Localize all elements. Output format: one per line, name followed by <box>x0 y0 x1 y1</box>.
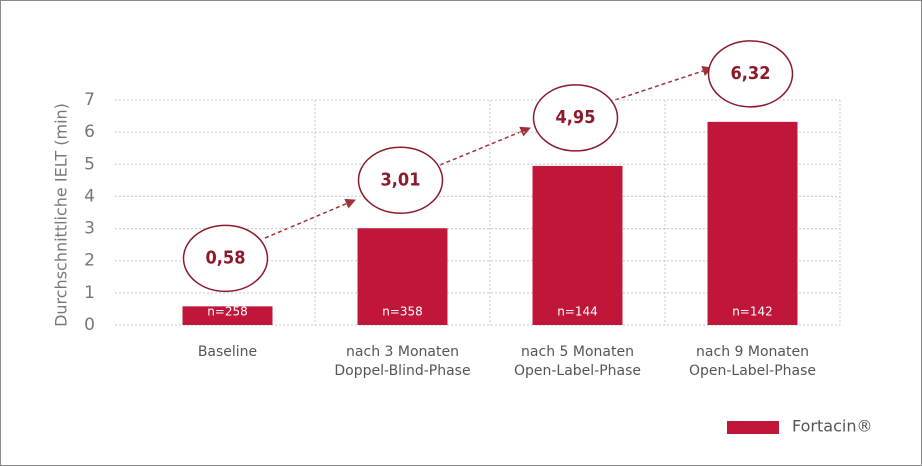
value-label: 0,58 <box>206 247 246 268</box>
value-callout <box>707 40 794 108</box>
x-tick-label: Baseline <box>198 344 257 360</box>
legend-swatch <box>727 421 779 434</box>
y-tick-label: 6 <box>84 122 95 142</box>
value-callout <box>357 146 444 214</box>
value-label: 6,32 <box>731 63 771 84</box>
x-tick-label: Open-Label-Phase <box>514 363 641 379</box>
value-label: 3,01 <box>381 169 421 190</box>
bar <box>707 121 798 325</box>
sample-size-label: n=142 <box>732 305 773 319</box>
bar <box>532 165 623 325</box>
y-tick-label: 3 <box>84 219 95 239</box>
bar <box>182 306 273 325</box>
bar <box>357 228 448 325</box>
x-tick-label: nach 5 Monaten <box>521 344 634 360</box>
y-tick-label: 5 <box>84 154 95 174</box>
y-tick-label: 7 <box>84 90 95 110</box>
trend-arrows <box>264 65 713 239</box>
x-tick-label: nach 3 Monaten <box>346 344 459 360</box>
legend-label: Fortacin® <box>792 417 872 436</box>
y-tick-label: 2 <box>84 251 95 271</box>
x-tick-label: Open-Label-Phase <box>689 363 816 379</box>
y-tick-label: 0 <box>84 315 95 335</box>
sample-size-label: n=358 <box>382 305 423 319</box>
x-tick-label: nach 9 Monaten <box>696 344 809 360</box>
value-callout <box>532 84 619 152</box>
sample-size-label: n=144 <box>557 305 598 319</box>
y-axis-label: Durchschnittliche IELT (min) <box>52 103 71 327</box>
x-tick-label: Doppel-Blind-Phase <box>334 363 470 379</box>
value-label: 4,95 <box>556 107 596 128</box>
y-tick-label: 4 <box>84 186 95 206</box>
value-callout <box>182 224 269 293</box>
sample-size-label: n=258 <box>207 305 248 319</box>
y-tick-label: 1 <box>84 283 95 303</box>
